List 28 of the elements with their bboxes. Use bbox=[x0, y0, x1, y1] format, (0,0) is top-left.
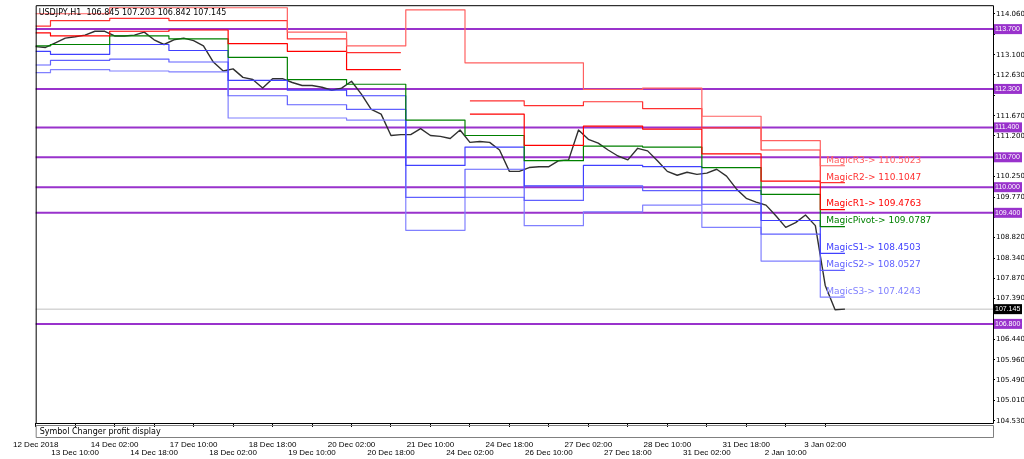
annotation: MagicPivot-> 109.0787 bbox=[826, 215, 932, 226]
x-tick-label: 18 Dec 18:00 bbox=[248, 439, 297, 449]
x-tick-label: 19 Dec 10:00 bbox=[288, 448, 337, 458]
x-tick-label: 24 Dec 02:00 bbox=[446, 448, 495, 458]
x-tick-label: 27 Dec 02:00 bbox=[564, 439, 613, 449]
x-tick-label: 28 Dec 10:00 bbox=[643, 439, 692, 449]
x-tick-label: 20 Dec 18:00 bbox=[367, 448, 416, 458]
annotation: MagicS1-> 108.4503 bbox=[826, 242, 921, 253]
x-tick-label: 31 Dec 02:00 bbox=[683, 448, 732, 458]
x-tick-label: 31 Dec 18:00 bbox=[722, 439, 771, 449]
x-tick-label: 13 Dec 10:00 bbox=[51, 448, 100, 458]
annotation: MagicS2-> 108.0527 bbox=[826, 259, 921, 270]
x-tick-label: 21 Dec 10:00 bbox=[406, 439, 455, 449]
x-tick-label: 17 Dec 10:00 bbox=[169, 439, 218, 449]
x-tick-label: 12 Dec 2018 bbox=[13, 439, 59, 449]
x-tick-label: 26 Dec 10:00 bbox=[525, 448, 574, 458]
chart-title: USDJPY,H1 106.845 107.203 106.842 107.145 bbox=[38, 8, 227, 18]
annotation: MagicR1-> 109.4763 bbox=[826, 198, 922, 209]
x-tick-label: 27 Dec 18:00 bbox=[604, 448, 653, 458]
x-tick-label: 20 Dec 02:00 bbox=[327, 439, 376, 449]
x-tick-label: 14 Dec 18:00 bbox=[130, 448, 179, 458]
x-tick-label: 24 Dec 18:00 bbox=[485, 439, 534, 449]
x-tick-label: 3 Jan 02:00 bbox=[804, 439, 847, 449]
x-tick-label: 18 Dec 02:00 bbox=[209, 448, 258, 458]
annotation: MagicR2-> 110.1047 bbox=[826, 171, 922, 182]
x-tick-label: 14 Dec 02:00 bbox=[90, 439, 139, 449]
x-tick-label: 2 Jan 10:00 bbox=[764, 448, 808, 458]
text: Symbol Changer profit display bbox=[39, 427, 161, 437]
